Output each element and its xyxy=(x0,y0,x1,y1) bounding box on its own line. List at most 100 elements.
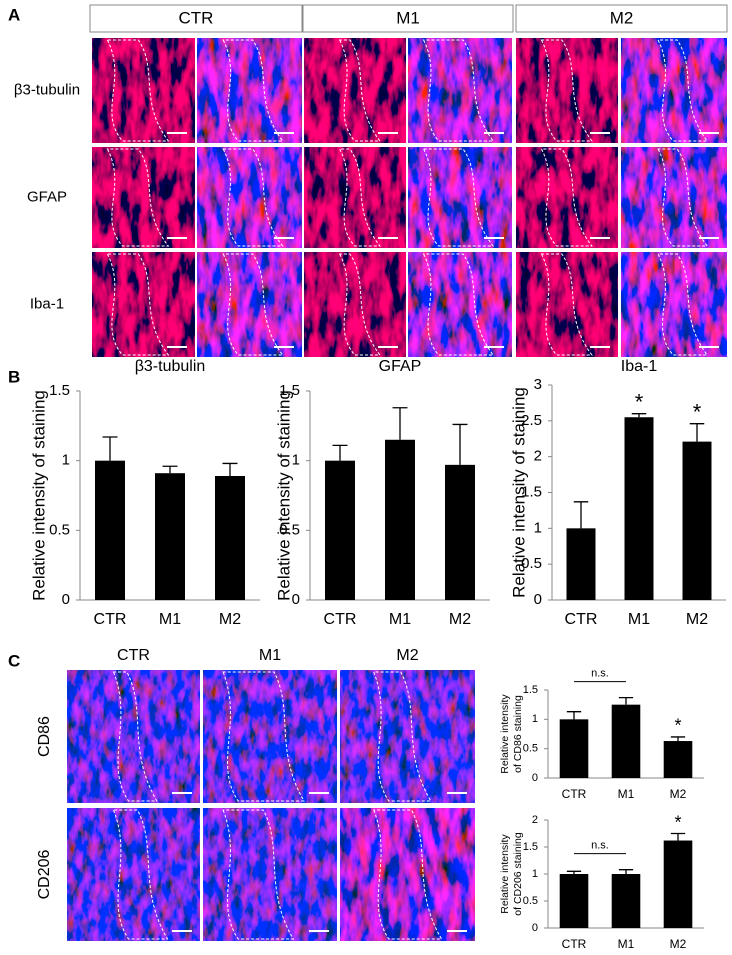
micrograph-texture xyxy=(92,38,195,143)
tissue-outline xyxy=(540,253,593,356)
tissue-outline xyxy=(540,39,593,142)
micrograph-texture xyxy=(197,147,302,248)
tissue-outline xyxy=(338,148,381,247)
micrograph-texture xyxy=(304,147,406,248)
chart-title: β3-tubulin xyxy=(135,358,206,375)
x-tick-label: CTR xyxy=(324,611,357,628)
tissue-outline xyxy=(422,148,495,247)
bar xyxy=(445,464,475,600)
x-tick-label: M1 xyxy=(618,937,635,951)
tissue-outline xyxy=(222,39,284,142)
significance-mark: * xyxy=(635,389,644,414)
significance-mark: * xyxy=(674,716,681,736)
y-tick-label: 0 xyxy=(292,591,300,608)
bar xyxy=(663,741,693,778)
error-bar xyxy=(670,832,686,841)
column-header: CTR xyxy=(117,647,150,664)
y-tick-label: 2.5 xyxy=(521,412,542,429)
tissue-outline xyxy=(657,253,709,356)
x-tick-label: M2 xyxy=(686,611,708,628)
y-axis-label: Relative intensity of staining xyxy=(274,390,293,601)
y-axis-label: Relative intensity of staining xyxy=(509,387,528,598)
micrograph-texture xyxy=(621,147,727,248)
y-tick-label: 2 xyxy=(534,448,542,465)
x-tick-label: M1 xyxy=(389,611,411,628)
micrograph-texture xyxy=(203,808,337,941)
y-axis-label: Relative intensity xyxy=(499,834,511,914)
y-tick-label: 1 xyxy=(532,713,538,725)
column-header: M1 xyxy=(259,647,281,664)
significance-mark: * xyxy=(693,400,702,425)
x-tick-label: M2 xyxy=(670,787,687,801)
x-tick-label: M2 xyxy=(670,937,687,951)
tissue-outline xyxy=(422,39,495,142)
micrograph-texture xyxy=(408,38,512,143)
x-tick-label: M2 xyxy=(219,611,241,628)
row-label: CD86 xyxy=(36,716,53,757)
error-bar xyxy=(102,436,118,461)
bar xyxy=(325,460,355,600)
bar xyxy=(611,704,641,778)
y-tick-label: 2 xyxy=(532,814,538,826)
panel-label: C xyxy=(8,651,20,670)
y-tick-label: 3 xyxy=(534,376,542,393)
panel-label: A xyxy=(8,5,20,24)
tissue-outline xyxy=(540,148,593,247)
column-header: M1 xyxy=(396,8,420,27)
micrograph-texture xyxy=(67,670,200,803)
tissue-outline xyxy=(338,39,381,142)
error-bar xyxy=(566,711,582,720)
bar xyxy=(682,441,712,600)
bar xyxy=(215,475,245,600)
column-header: M2 xyxy=(396,647,418,664)
y-tick-label: 0 xyxy=(534,591,542,608)
micrograph-texture xyxy=(408,252,512,357)
column-header-box xyxy=(515,4,728,33)
row-label: CD206 xyxy=(36,850,53,900)
micrograph-texture xyxy=(621,38,727,143)
bar xyxy=(624,417,654,600)
y-tick-label: 1 xyxy=(292,452,300,469)
comparison-label: n.s. xyxy=(591,668,609,680)
tissue-outline xyxy=(106,253,170,356)
column-header: M2 xyxy=(610,8,634,27)
tissue-outline xyxy=(373,671,432,802)
bar xyxy=(385,439,415,600)
comparison-label: n.s. xyxy=(591,840,609,852)
x-tick-label: CTR xyxy=(562,937,587,951)
error-bar xyxy=(670,736,686,742)
micrograph-texture xyxy=(340,670,475,803)
y-tick-label: 1 xyxy=(534,519,542,536)
bar xyxy=(611,874,641,928)
tissue-outline xyxy=(222,809,295,940)
error-bar xyxy=(392,407,408,440)
micrograph-texture xyxy=(304,38,406,143)
micrograph-texture xyxy=(197,38,302,143)
tissue-outline xyxy=(657,148,709,247)
error-bar xyxy=(332,444,348,461)
micrograph-texture xyxy=(92,252,195,357)
tissue-outline xyxy=(112,671,158,802)
error-bar xyxy=(452,423,468,465)
error-bar xyxy=(631,413,647,418)
column-header-box xyxy=(302,4,514,33)
y-axis-label: of CD86 staining xyxy=(512,695,524,773)
micrograph-texture xyxy=(516,252,618,357)
row-label: Iba-1 xyxy=(30,295,64,312)
error-bar xyxy=(618,869,634,874)
y-tick-label: 0.5 xyxy=(523,895,538,907)
micrograph-texture xyxy=(516,38,618,143)
row-label: GFAP xyxy=(27,188,67,205)
micrograph-texture xyxy=(340,808,475,941)
error-bar xyxy=(689,423,705,442)
x-tick-label: CTR xyxy=(94,611,127,628)
y-tick-label: 1.5 xyxy=(279,382,300,399)
bar xyxy=(663,840,693,928)
x-tick-label: M1 xyxy=(159,611,181,628)
y-tick-label: 1.5 xyxy=(521,483,542,500)
tissue-outline xyxy=(373,809,443,940)
bar xyxy=(155,473,185,600)
error-bar xyxy=(566,870,582,874)
